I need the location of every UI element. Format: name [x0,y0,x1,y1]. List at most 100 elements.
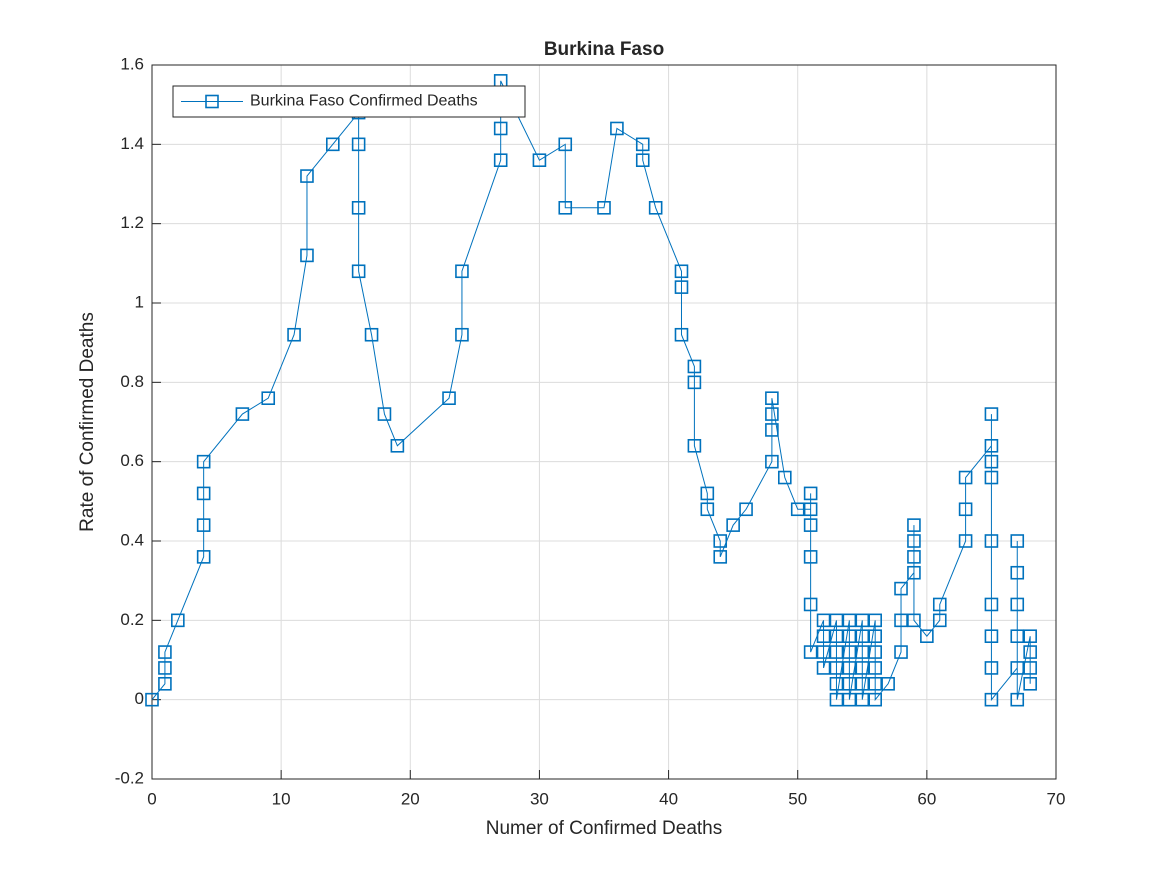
marker [455,264,469,279]
marker [829,661,844,675]
marker [558,137,573,152]
marker [932,597,947,612]
axes-box [151,64,1057,780]
marker [855,661,870,675]
marker [377,407,392,421]
marker [171,613,185,628]
y-tick-label: -0.2 [115,768,144,787]
marker [984,534,999,548]
y-tick-label: 1.2 [120,213,144,232]
marker [351,201,366,215]
marker [442,391,456,406]
marker [855,676,870,691]
marker [635,153,650,167]
marker [687,438,702,453]
marker [855,692,870,707]
marker [158,645,172,659]
marker [300,169,314,183]
marker [196,518,211,532]
x-tick-label: 20 [401,789,420,808]
marker [842,613,857,628]
marker [351,137,366,152]
marker [196,550,211,564]
marker [674,264,689,279]
marker [868,661,883,675]
marker [803,486,818,501]
marker [364,327,379,342]
marker [958,470,973,485]
marker [829,676,844,691]
marker [868,692,883,707]
marker [829,692,844,707]
marker [920,629,934,644]
marker [145,692,159,707]
marker [261,391,276,406]
plot-area [152,65,1056,779]
marker [635,137,650,152]
y-tick-label: 0.6 [120,451,144,470]
y-tick-label: 1 [135,292,144,311]
marker [816,661,831,675]
y-axis-label: Rate of Confirmed Deaths [77,312,98,532]
marker [674,327,689,342]
y-tick-label: 0.8 [120,372,144,391]
marker [1023,645,1037,659]
marker [300,248,314,263]
marker [790,502,805,517]
marker [158,661,172,675]
marker [713,550,728,564]
marker [842,645,857,659]
marker [765,407,779,421]
marker [765,454,779,469]
marker [1010,565,1025,580]
marker [687,359,702,374]
marker [493,153,508,167]
marker [390,438,405,453]
marker [1023,629,1037,644]
marker [842,661,857,675]
marker [803,502,818,517]
marker [558,201,573,215]
marker [868,613,883,628]
x-tick-label: 10 [272,789,291,808]
marker [984,438,999,453]
legend-label: Burkina Faso Confirmed Deaths [250,93,478,110]
marker [907,534,921,548]
legend-marker [205,94,219,109]
marker [287,327,301,342]
marker [984,629,999,644]
marker [894,613,908,628]
marker [493,121,508,136]
marker [894,581,908,596]
marker [842,629,857,644]
marker [455,327,469,342]
marker [984,661,999,675]
marker [532,153,547,167]
marker [907,613,921,628]
x-axis-label: Numer of Confirmed Deaths [486,818,723,839]
marker [648,201,663,215]
marker [610,121,624,136]
marker [984,407,999,421]
marker [894,645,908,659]
marker [816,645,831,659]
y-tick-label: 0 [135,689,144,708]
marker [351,264,366,279]
x-tick-label: 30 [530,789,549,808]
marker [855,613,870,628]
marker [1010,692,1025,707]
marker [855,629,870,644]
y-tick-label: 0.4 [120,530,144,549]
marker [325,137,340,152]
marker [1010,597,1025,612]
marker [868,676,883,691]
marker [803,597,818,612]
marker [855,645,870,659]
marker [777,470,792,485]
marker [1010,629,1025,644]
marker [803,645,818,659]
marker [932,613,947,628]
marker [739,502,753,517]
marker [765,391,779,406]
